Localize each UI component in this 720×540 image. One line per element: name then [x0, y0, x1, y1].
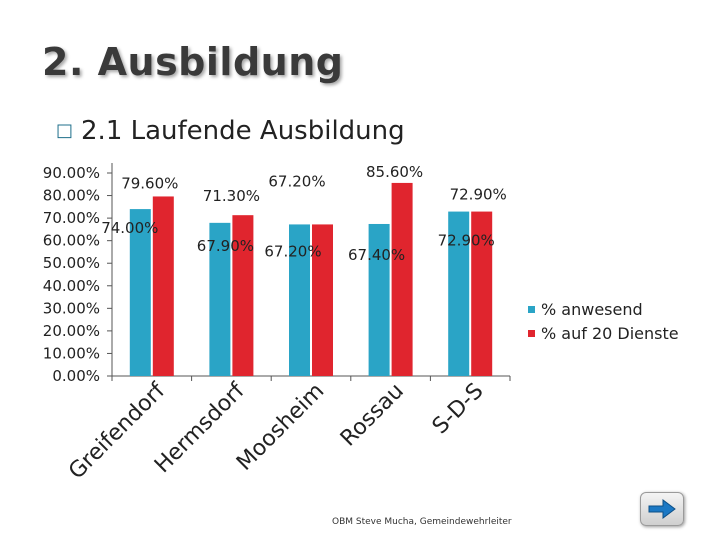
data-label: 72.90% — [450, 186, 507, 204]
x-tick-label: S-D-S — [428, 379, 489, 440]
subtitle-text: 2.1 Laufende Ausbildung — [81, 116, 405, 146]
bar — [391, 182, 413, 376]
bar — [368, 223, 390, 376]
data-label: 72.90% — [438, 232, 495, 250]
y-tick-label: 40.00% — [43, 277, 100, 295]
legend-label-anwesend: % anwesend — [541, 299, 643, 319]
y-tick-label: 0.00% — [52, 367, 100, 385]
x-tick-label: Rossau — [336, 379, 409, 452]
bar — [448, 211, 470, 376]
bar — [312, 224, 333, 376]
data-label: 85.60% — [366, 163, 423, 181]
legend-swatch-anwesend — [528, 305, 535, 313]
bar — [232, 215, 254, 376]
x-tick-label: Greifendorf — [64, 378, 171, 485]
legend-item-dienste: % auf 20 Dienste — [528, 321, 679, 345]
bar — [289, 224, 310, 376]
data-label: 74.00% — [101, 219, 158, 237]
bar — [209, 222, 231, 376]
y-tick-label: 10.00% — [43, 344, 100, 362]
y-tick-label: 30.00% — [43, 299, 100, 317]
footer-credit: OBM Steve Mucha, Gemeindewehrleiter — [332, 517, 512, 527]
data-label: 67.20% — [268, 172, 325, 190]
x-tick-label: Moosheim — [232, 379, 329, 476]
slide-title: 2. Ausbildung — [42, 40, 344, 84]
bar — [471, 211, 493, 376]
y-tick-label: 70.00% — [43, 209, 100, 227]
y-tick-label: 20.00% — [43, 322, 100, 340]
arrow-right-icon — [648, 499, 676, 519]
data-label: 79.60% — [121, 174, 178, 192]
bar — [152, 196, 174, 376]
next-slide-button[interactable] — [640, 492, 684, 526]
data-label: 67.90% — [197, 237, 254, 255]
square-bullet-icon: □ — [56, 120, 74, 141]
subtitle: □ 2.1 Laufende Ausbildung — [56, 116, 405, 146]
bar — [129, 209, 151, 376]
legend-swatch-dienste — [528, 329, 535, 337]
data-label: 67.20% — [264, 242, 321, 260]
data-label: 71.30% — [203, 187, 260, 205]
data-label: 67.40% — [348, 246, 405, 264]
legend-item-anwesend: % anwesend — [528, 297, 679, 321]
chart-legend: % anwesend % auf 20 Dienste — [528, 297, 679, 345]
y-tick-label: 90.00% — [43, 164, 100, 182]
y-tick-label: 50.00% — [43, 254, 100, 272]
legend-label-dienste: % auf 20 Dienste — [541, 323, 679, 343]
y-tick-label: 60.00% — [43, 232, 100, 250]
y-tick-label: 80.00% — [43, 187, 100, 205]
